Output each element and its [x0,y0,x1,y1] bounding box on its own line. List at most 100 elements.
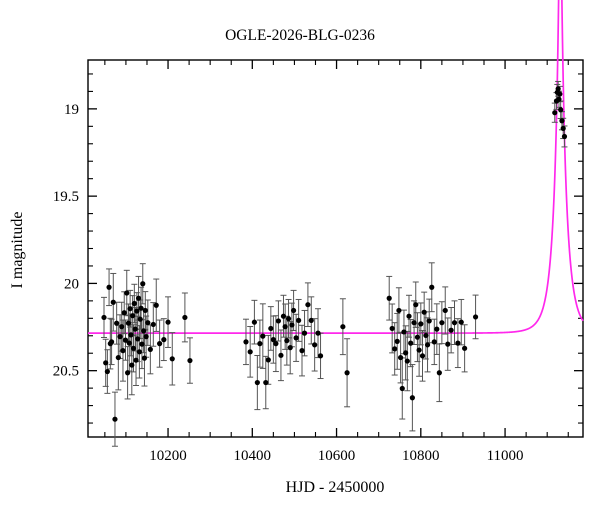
data-point [408,340,414,346]
y-tick-label: 19.5 [53,189,79,205]
data-point [301,330,308,336]
data-point [424,342,431,348]
data-point [560,125,566,132]
data-point [416,347,422,353]
data-point [419,353,426,359]
data-point [129,362,135,368]
data-point [122,337,129,343]
data-point [117,334,123,340]
data-point [442,307,448,314]
data-point [247,349,253,355]
data-point [147,346,153,352]
data-point [289,322,295,328]
data-point [104,368,110,375]
data-point [141,355,148,361]
data-point [140,281,146,287]
data-point [115,354,121,361]
data-point [296,317,302,324]
data-point [434,326,440,332]
data-point [462,345,468,351]
data-point [270,337,276,343]
data-point [429,284,435,290]
y-tick-labels: 19 19.5 20 20.5 [53,102,79,380]
data-point [431,339,437,345]
data-point [472,314,479,320]
data-point [403,350,409,356]
y-tick-label: 20 [64,276,79,292]
data-point [426,318,432,324]
data-point [103,360,109,366]
data-point [128,332,134,338]
data-point [317,353,324,359]
data-point [120,348,126,354]
data-point [423,332,429,339]
data-point [299,348,305,354]
data-point [131,300,137,307]
data-point [386,295,392,301]
data-point [265,357,271,363]
data-point [445,341,451,347]
data-point [119,324,125,330]
data-point [263,379,269,386]
x-axis-title: HJD - 2450000 [286,479,385,496]
data-point [458,319,464,325]
x-tick-label: 11000 [487,448,524,464]
x-tick-label: 10400 [234,448,272,464]
data-point [139,341,145,347]
data-point [293,335,299,341]
data-point [114,320,120,326]
data-point [396,307,402,314]
y-axis-title: I magnitude [9,212,26,289]
data-point [557,91,563,97]
data-point [133,357,139,363]
data-point [132,326,138,332]
data-point [455,340,461,346]
data-point [125,320,132,326]
data-point [142,307,148,314]
data-point [413,302,419,308]
data-point [284,338,290,344]
data-point [315,330,321,336]
x-tick-label: 10800 [402,448,440,464]
data-point [143,334,149,340]
data-point [254,379,260,386]
data-point [187,357,193,364]
data-point [394,338,400,344]
data-point [138,305,144,311]
x-tick-label: 10600 [318,448,356,464]
data-point [397,354,404,361]
plot-frame [87,59,584,438]
data-point [290,307,297,314]
errorbar-group [101,80,568,447]
data-point [409,395,415,401]
data-point [145,320,151,326]
microlensing-model-curve [88,0,584,334]
data-point [439,320,445,326]
page-title: OGLE-2026-BLG-0236 [225,27,375,44]
data-point [421,309,427,315]
data-point [182,314,188,321]
data-point [558,107,564,113]
data-point [101,314,107,321]
data-point [451,320,458,326]
data-point [278,352,284,358]
y-tick-label: 19 [64,102,79,118]
x-tick-labels: 10200 10400 10600 10800 11000 [149,448,523,464]
data-point [436,370,442,376]
data-point [401,329,407,335]
data-point [135,295,142,301]
data-point [552,110,558,116]
x-tick-label: 10200 [149,448,187,464]
data-point [287,345,293,351]
data-point [135,336,141,342]
data-point [130,313,136,319]
data-point [389,325,395,332]
data-point [305,302,311,308]
data-point [561,133,568,140]
data-point [141,328,147,334]
data-point [280,313,287,319]
data-point [125,370,131,376]
data-point [273,341,279,347]
data-point [130,345,137,351]
data-point [153,302,159,308]
